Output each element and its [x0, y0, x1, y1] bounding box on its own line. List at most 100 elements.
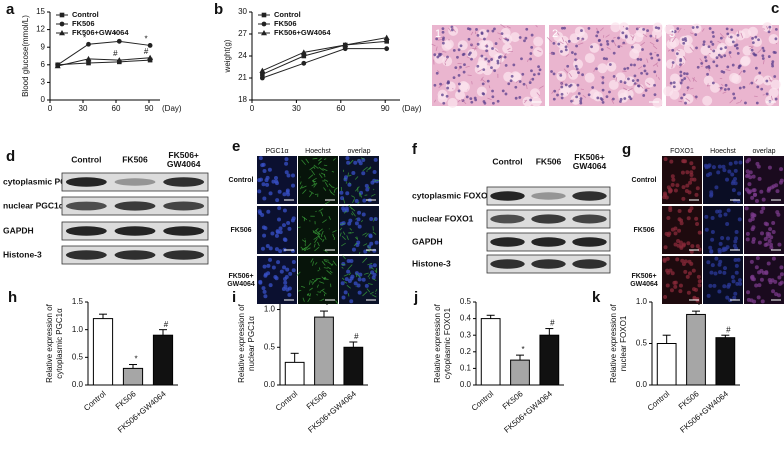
texture [439, 36, 444, 39]
texture [665, 256, 670, 261]
texture [480, 40, 491, 51]
texture [353, 160, 358, 165]
texture [671, 37, 676, 43]
texture [591, 86, 595, 89]
texture [746, 173, 751, 178]
texture [321, 230, 324, 236]
texture [360, 157, 365, 160]
texture [752, 188, 757, 193]
texture [257, 209, 262, 214]
y-tick-label: 0.5 [636, 339, 648, 348]
texture [754, 35, 758, 39]
bar [343, 346, 364, 386]
texture [309, 293, 311, 297]
texture [555, 30, 560, 36]
texture [579, 101, 583, 105]
texture [470, 100, 474, 104]
texture [717, 289, 722, 294]
texture [494, 42, 498, 45]
texture [708, 27, 712, 30]
texture [532, 73, 536, 77]
texture [507, 82, 511, 86]
texture [684, 188, 689, 193]
texture [343, 290, 348, 295]
texture [639, 58, 643, 61]
y-axis-label: nuclear PGC1α [247, 316, 256, 371]
texture [446, 55, 449, 59]
texture [351, 211, 356, 217]
texture [686, 290, 691, 295]
texture [436, 70, 440, 73]
blot-column-label: Control [71, 154, 101, 164]
texture [742, 45, 753, 56]
texture [362, 166, 368, 172]
texture [323, 158, 327, 161]
texture [486, 29, 490, 33]
texture [364, 283, 369, 288]
texture [597, 39, 601, 43]
texture [553, 89, 557, 93]
texture [597, 63, 608, 74]
texture [265, 243, 270, 248]
texture [656, 53, 660, 57]
texture [533, 36, 544, 47]
texture [521, 72, 525, 76]
texture [333, 188, 336, 193]
texture [321, 261, 326, 266]
texture [504, 92, 508, 96]
texture [271, 265, 276, 270]
texture [761, 206, 766, 211]
texture [454, 66, 458, 70]
texture [312, 230, 315, 233]
texture [323, 164, 328, 167]
texture [483, 37, 486, 41]
texture [670, 271, 675, 276]
texture [345, 182, 348, 184]
texture [753, 74, 764, 85]
texture [268, 246, 273, 251]
texture [346, 160, 351, 165]
texture [560, 85, 564, 89]
texture [435, 71, 439, 75]
image-row-label: Control [632, 177, 657, 184]
texture [341, 277, 345, 281]
texture [761, 57, 765, 60]
texture [750, 227, 755, 232]
texture [637, 66, 643, 70]
texture [710, 237, 715, 242]
texture [663, 86, 674, 97]
texture [529, 52, 533, 55]
texture [326, 270, 332, 275]
texture [313, 180, 315, 185]
texture [315, 210, 317, 213]
panel-letter: i [232, 289, 236, 306]
texture [437, 93, 448, 104]
blot-band [531, 237, 566, 247]
texture [560, 96, 564, 100]
texture [702, 40, 706, 44]
texture [580, 38, 585, 42]
texture [350, 213, 354, 216]
texture [631, 35, 635, 41]
significance: * [83, 33, 86, 42]
texture [611, 39, 615, 43]
texture [260, 246, 265, 251]
texture [668, 208, 673, 213]
texture [318, 267, 321, 271]
texture [767, 165, 772, 170]
texture [774, 292, 779, 297]
texture [356, 217, 361, 222]
texture [775, 189, 780, 194]
texture [347, 293, 350, 297]
texture [312, 231, 317, 235]
texture [691, 23, 702, 34]
texture [266, 209, 271, 214]
bar [122, 367, 144, 386]
texture [431, 43, 436, 47]
texture [341, 295, 346, 300]
texture [708, 52, 711, 55]
texture [769, 235, 774, 240]
texture [638, 83, 644, 89]
texture [666, 233, 671, 238]
texture [637, 84, 641, 88]
